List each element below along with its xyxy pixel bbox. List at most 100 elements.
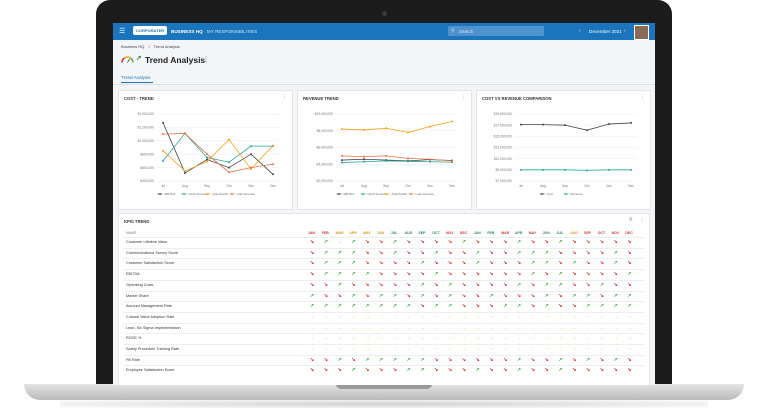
x-tick-label: Oct	[226, 184, 231, 188]
card-more-icon[interactable]: ⋮	[461, 94, 466, 100]
kpi-row[interactable]: Customer Lifetime Value ↘ ↗ → ↗ ↘ ↘ ↗ ↘ ↘ ↘ ↘ ↗ ↘ ↘ ↘ ↗ ↘…	[124, 237, 644, 247]
data-point	[184, 171, 186, 174]
y-tick-label: $2,000,000	[316, 179, 333, 183]
kpi-name[interactable]: ROCE %	[126, 336, 142, 341]
trend-down-icon: ↘	[530, 239, 535, 245]
card-more-icon[interactable]: ⋮	[640, 94, 645, 100]
kpi-row[interactable]: Cultural Value Adoption Rate → → → → → → → → → → → →…	[124, 311, 644, 322]
trend-up-icon: ↗	[378, 292, 384, 299]
column-header-month: JUN	[377, 231, 385, 235]
camera-icon	[382, 11, 387, 16]
revenue-trend-card: REVENUE TREND ⋮ $10,000,000 $8,000,000 $6,…	[297, 90, 472, 210]
kpi-name[interactable]: EBITDA	[126, 272, 140, 277]
kpi-name[interactable]: Safety Procedure Training Rate	[126, 347, 179, 351]
trend-flat-icon: →	[544, 346, 550, 352]
card-more-icon[interactable]: ⋮	[282, 94, 287, 100]
kpi-name[interactable]: Customer Satisfaction Score	[126, 261, 175, 266]
trend-down-icon: ↘	[420, 271, 425, 278]
page-more-icon[interactable]: ⋮	[203, 57, 209, 63]
y-tick-label: $6,000,000	[316, 146, 333, 150]
trend-down-icon: ↘	[544, 367, 549, 374]
legend-marker	[207, 193, 209, 195]
period-date[interactable]: December 2021	[589, 29, 622, 34]
kpi-name[interactable]: Operating Costs	[126, 282, 154, 287]
tab-active-indicator	[121, 82, 153, 83]
next-period-chevron-icon[interactable]: ›	[624, 28, 626, 33]
laptop-base	[24, 384, 744, 400]
user-avatar[interactable]	[634, 25, 649, 40]
card-title: COST VS REVENUE COMPARISON	[482, 96, 552, 101]
kpi-row[interactable]: Fill Rate ↘ ↘ ↗ ↘ ↗ ↗ ↗ ↗ ↗ ↘ ↘ ↘ ↘ ↘ ↘ ↗ ↘ ↘ ↗ ↘ ↗ ↘ ↗ ↘	[124, 354, 644, 365]
trend-down-icon: ↘	[627, 239, 632, 245]
kpi-name[interactable]: Account Management Rate	[126, 304, 173, 309]
corporater-logo[interactable]: CORPORATER	[133, 26, 168, 35]
breadcrumb-business-hq[interactable]: Business HQ	[121, 44, 145, 49]
trend-down-icon: ↘	[627, 260, 632, 267]
trend-flat-icon: →	[392, 335, 398, 342]
kpi-row[interactable]: Operating Costs ↘ ↘ ↗ ↘ ↘ ↘ ↘ ↘ ↗ ↘ ↗ ↘ ↘ ↘ ↘ ↗ ↘ ↗ ↗ ↘ ↘ ↗ ↘ ↘	[124, 279, 644, 290]
search-input[interactable]: ⚲ Search	[448, 26, 544, 36]
kpi-name[interactable]: Market Share	[126, 293, 149, 298]
kpi-name[interactable]: Customer Lifetime Value	[126, 240, 168, 244]
trend-down-icon: ↘	[503, 356, 508, 363]
trend-up-icon: ↗	[558, 271, 563, 278]
kpi-row[interactable]: ROCE % → → → → → → → → → → → → → → → → → → → → → → → →	[124, 333, 644, 343]
y-tick-label: $600,000	[140, 166, 154, 170]
data-point	[407, 131, 409, 134]
kpi-row[interactable]: Account Management Rate ↗ ↗ ↗ ↗ ↗ ↗ ↗ ↗ ↘ ↗ ↗ ↘ ↘ ↘ ↗ ↗ ↘…	[124, 301, 644, 311]
y-tick-label: $19,000,000	[494, 112, 513, 116]
trend-down-icon: ↘	[365, 281, 370, 288]
nav-my-responsibilities[interactable]: MY RESPONSIBILITIES	[207, 29, 258, 34]
hamburger-menu-icon[interactable]: ☰	[119, 28, 126, 35]
nav-business-hq[interactable]: BUSINESS HQ	[171, 29, 203, 34]
legend-marker	[231, 193, 233, 195]
trend-flat-icon: →	[419, 335, 425, 342]
kpi-more-icon[interactable]: ⋮	[640, 217, 645, 223]
trend-down-icon: ↘	[572, 367, 577, 374]
trend-flat-icon: →	[530, 335, 536, 342]
y-tick-label: $15,000,000	[494, 135, 513, 139]
legend-marker	[159, 193, 161, 195]
kpi-name[interactable]: Lean, Six Sigma Implementation	[126, 325, 181, 330]
search-icon[interactable]: ⚲	[629, 217, 633, 223]
data-point	[228, 166, 230, 169]
trend-down-icon: ↘	[599, 239, 604, 245]
card-title: COST - TREND	[124, 96, 154, 101]
kpi-row[interactable]: Lean, Six Sigma Implementation → → → → → → → → → →…	[124, 322, 644, 333]
kpi-name[interactable]: Employee Satisfaction Score	[126, 368, 175, 373]
kpi-row[interactable]: Employee Satisfaction Score ↘ ↘ ↘ ↗ ↘ ↘ ↘ ↗ ↗ ↘ ↘ ↘ ↗…	[124, 365, 644, 375]
x-tick-label: Dec	[628, 184, 634, 188]
trend-down-icon: ↘	[461, 303, 466, 310]
trend-down-icon: ↘	[323, 281, 328, 288]
kpi-row[interactable]: Safety Procedure Training Rate → → → → → → → → → →…	[124, 344, 644, 354]
data-point	[206, 158, 208, 161]
x-tick-label: Jul	[161, 184, 165, 188]
trend-up-icon: ↗	[447, 303, 453, 310]
kpi-name[interactable]: Communications Survey Score	[126, 250, 179, 255]
data-point	[184, 169, 186, 172]
trend-down-icon: ↘	[627, 356, 632, 363]
kpi-row[interactable]: EBITDA ↘ ↗ ↗ ↗ ↗ ↘ ↘ ↘ ↘ ↗ ↘ ↘ ↘ ↘ ↘ ↘ ↗ ↘ ↗ ↘ ↘ ↘ ↘ ↗	[124, 269, 644, 279]
kpi-row[interactable]: Communications Survey Score ↘ ↗ ↗ ↗ ↘ ↘ ↗ ↘ ↘ ↗ ↘ ↘ ↗…	[124, 247, 644, 258]
trend-down-icon: ↘	[585, 281, 591, 288]
trend-down-icon: ↘	[544, 239, 549, 245]
trend-flat-icon: →	[475, 335, 481, 342]
legend-label: North America	[189, 192, 208, 196]
trend-down-icon: ↘	[558, 249, 563, 256]
series-line	[162, 132, 273, 163]
column-header-month: SEP	[584, 231, 592, 235]
trend-down-icon: ↘	[530, 303, 535, 310]
kpi-name[interactable]: Cultural Value Adoption Rate	[126, 314, 175, 319]
trend-down-icon: ↘	[613, 271, 618, 278]
kpi-row[interactable]: Market Share ↗ ↘ ↘ ↗ ↘ ↗ ↗ ↘ ↗ ↘ ↗ ↘ ↘ ↗ ↘ ↘ ↘ ↗ ↘ ↗ ↗ ↘ ↗ ↗	[124, 290, 644, 301]
x-tick-label: Jul	[519, 184, 523, 188]
tab-trend-analysis[interactable]: Trend Analysis	[121, 75, 151, 80]
trend-flat-icon: →	[599, 346, 605, 352]
prev-period-chevron-icon[interactable]: ‹	[579, 28, 581, 33]
trend-flat-icon: →	[626, 324, 632, 331]
breadcrumb-trend-analysis[interactable]: Trend Analysis	[153, 44, 180, 49]
trend-up-icon: ↗	[530, 271, 535, 278]
kpi-row[interactable]: Customer Satisfaction Score ↘ ↗ ↗ ↗ ↘ ↘ ↘ ↘ ↗ ↘ ↘ ↘ ↗…	[124, 258, 644, 268]
kpi-name[interactable]: Fill Rate	[126, 357, 140, 362]
trend-down-icon: ↘	[378, 249, 384, 256]
